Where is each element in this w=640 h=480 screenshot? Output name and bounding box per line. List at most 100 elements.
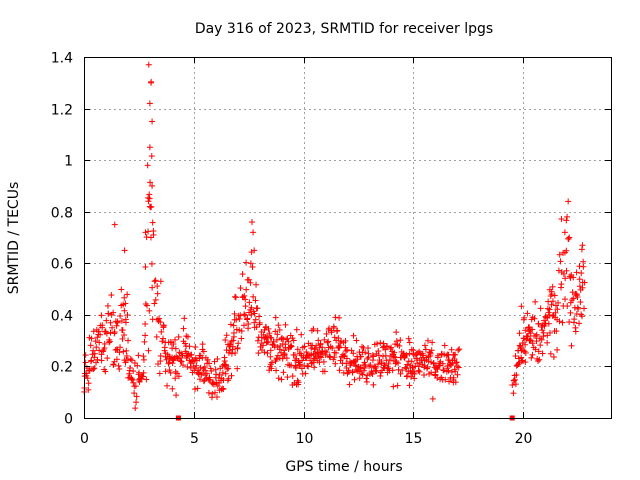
data-point <box>191 386 198 393</box>
data-point <box>454 371 461 378</box>
data-point <box>230 337 237 344</box>
axis-ticks: 0 0.2 0.4 0.6 0.8 1 1.2 1.4 0 5 10 15 20 <box>51 51 611 447</box>
data-point <box>509 382 516 389</box>
data-point <box>141 338 148 345</box>
data-point <box>361 359 368 366</box>
data-point <box>99 348 106 355</box>
data-point <box>439 360 446 367</box>
data-point <box>322 352 329 359</box>
data-point <box>555 299 562 306</box>
data-point <box>162 368 169 375</box>
data-point <box>532 346 539 353</box>
data-point <box>292 365 299 372</box>
data-point <box>235 340 242 347</box>
data-point <box>344 346 351 353</box>
data-point <box>394 382 401 389</box>
data-point <box>567 309 574 316</box>
data-point <box>251 310 258 317</box>
data-point <box>116 365 123 372</box>
data-point <box>157 319 164 326</box>
data-point <box>335 344 342 351</box>
data-point <box>365 354 372 361</box>
data-point <box>346 381 353 388</box>
data-point <box>241 311 248 318</box>
data-point <box>283 355 290 362</box>
data-point <box>357 353 364 360</box>
data-point <box>305 363 312 370</box>
data-point <box>522 349 529 356</box>
data-point <box>536 356 543 363</box>
data-point <box>537 305 544 312</box>
data-point <box>529 340 536 347</box>
data-point <box>152 277 159 284</box>
data-point <box>336 314 343 321</box>
data-point <box>289 373 296 380</box>
data-point <box>294 346 301 353</box>
data-point <box>527 336 534 343</box>
data-point <box>342 348 349 355</box>
data-point <box>157 358 164 365</box>
data-point <box>375 348 382 355</box>
data-point <box>539 350 546 357</box>
data-point <box>274 331 281 338</box>
data-point <box>375 352 382 359</box>
data-point <box>110 309 117 316</box>
data-point <box>142 320 149 327</box>
data-point <box>254 337 261 344</box>
data-point <box>95 328 102 335</box>
data-point <box>268 334 275 341</box>
data-point <box>242 296 249 303</box>
data-point <box>121 247 128 254</box>
data-point <box>211 358 218 365</box>
data-point <box>88 357 95 364</box>
data-point <box>452 359 459 366</box>
data-point <box>510 390 517 397</box>
data-point <box>545 320 552 327</box>
data-point <box>567 299 574 306</box>
data-point <box>310 325 317 332</box>
data-point <box>415 363 422 370</box>
data-point <box>253 324 260 331</box>
data-point <box>301 343 308 350</box>
data-point <box>150 231 157 238</box>
data-point <box>245 325 252 332</box>
data-point <box>562 296 569 303</box>
y-tick-label: 0 <box>64 412 73 428</box>
data-point <box>261 326 268 333</box>
data-point <box>266 330 273 337</box>
data-point <box>205 389 212 396</box>
data-point <box>406 382 413 389</box>
data-point <box>140 356 147 363</box>
data-point <box>117 344 124 351</box>
data-point <box>456 346 463 353</box>
data-point <box>243 286 250 293</box>
data-point <box>369 371 376 378</box>
data-point <box>452 351 459 358</box>
data-point <box>169 385 176 392</box>
data-point <box>140 369 147 376</box>
data-point <box>297 361 304 368</box>
data-point <box>574 294 581 301</box>
data-point <box>350 350 357 357</box>
data-point <box>544 339 551 346</box>
data-point <box>91 365 98 372</box>
data-point <box>393 338 400 345</box>
data-point <box>213 371 220 378</box>
data-point <box>249 263 256 270</box>
data-point <box>264 333 271 340</box>
data-point <box>273 367 280 374</box>
x-tick-label: 20 <box>515 431 533 447</box>
data-point <box>170 341 177 348</box>
data-point <box>92 338 99 345</box>
data-point <box>192 344 199 351</box>
data-point <box>172 368 179 375</box>
data-point <box>420 372 427 379</box>
data-point <box>84 375 91 382</box>
data-point <box>149 219 156 226</box>
data-point <box>96 339 103 346</box>
data-point <box>94 334 101 341</box>
data-point <box>253 281 260 288</box>
data-point <box>527 330 534 337</box>
data-point <box>370 353 377 360</box>
data-point <box>102 368 109 375</box>
